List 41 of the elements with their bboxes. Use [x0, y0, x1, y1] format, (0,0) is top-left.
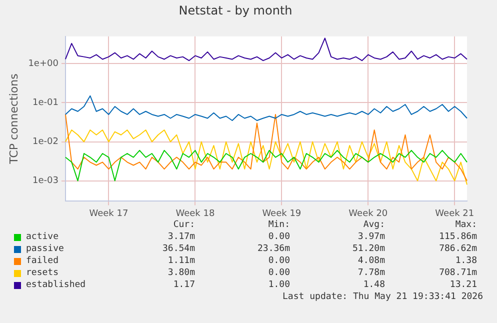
- text: 3.80m: [168, 268, 195, 279]
- text: 115.86m: [439, 232, 477, 243]
- text: 708.71m: [439, 268, 477, 279]
- text: 36.54m: [162, 244, 195, 255]
- text: 51.20m: [352, 244, 385, 255]
- y-tick-label: 1e-01: [32, 98, 58, 108]
- legend-label: resets: [26, 268, 59, 279]
- y-axis-title: TCP connections: [7, 73, 20, 165]
- text: Max:: [455, 220, 477, 231]
- text: 3.17m: [168, 232, 195, 243]
- text: 1.17: [173, 280, 195, 291]
- text: 13.21: [450, 280, 477, 291]
- legend-label: failed: [26, 256, 59, 267]
- text: 1.48: [363, 280, 385, 291]
- x-tick-label: Week 17: [89, 208, 128, 219]
- text: Cur:: [173, 220, 195, 231]
- text: 0.00: [268, 268, 290, 279]
- text: Last update: Thu May 21 19:33:41 2026: [282, 292, 483, 303]
- text: 3.97m: [358, 232, 385, 243]
- y-tick-label: 1e-02: [32, 137, 58, 148]
- x-tick-label: Week 21: [435, 208, 474, 219]
- text: Min:: [268, 220, 290, 231]
- text: 0.00: [268, 232, 290, 243]
- legend-label: established: [26, 280, 86, 291]
- x-tick-label: Week 20: [348, 208, 388, 219]
- x-tick-label: Week 19: [262, 208, 302, 219]
- text: 4.08m: [358, 256, 385, 267]
- legend-label: passive: [26, 244, 64, 255]
- legend-label: active: [26, 232, 59, 243]
- text: 1.00: [268, 280, 290, 291]
- text: 1.11m: [168, 256, 195, 267]
- y-tick-label: 1e+00: [28, 59, 59, 70]
- x-tick-label: Week 18: [176, 208, 215, 219]
- y-tick-label: 1e-03: [32, 176, 58, 186]
- chart-title: Netstat - by month: [178, 3, 292, 18]
- text: 786.62m: [439, 244, 477, 255]
- text: 7.78m: [358, 268, 385, 279]
- text: 1.38: [455, 256, 477, 267]
- text: 23.36m: [257, 244, 290, 255]
- text: 0.00: [268, 256, 290, 267]
- text: Avg:: [363, 220, 385, 231]
